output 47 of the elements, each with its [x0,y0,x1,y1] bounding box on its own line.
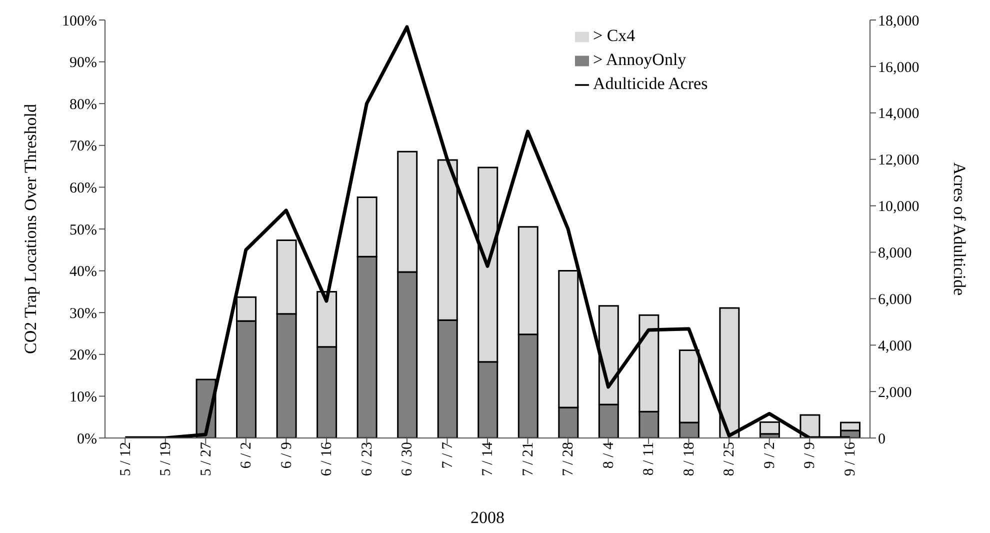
y-tick-label: 100% [62,13,97,30]
y2-tick-label: 2,000 [878,384,912,401]
y2-tick-label: 14,000 [878,106,920,122]
x-tick-label: 5 / 27 [198,442,214,476]
x-tick-label: 9 / 9 [802,442,818,469]
y-tick-label: 20% [70,348,97,364]
legend-label: > AnnoyOnly [593,50,686,69]
legend-label: Adulticide Acres [593,74,708,93]
x-tick-label: 7 / 14 [480,442,496,476]
y2-tick-label: 10,000 [878,199,920,216]
x-tick-label: 7 / 21 [520,442,536,476]
y-tick-label: 10% [70,390,97,406]
y2-tick-label: 18,000 [878,13,920,30]
x-tick-label: 6 / 23 [359,442,376,476]
x-tick-label: 8 / 18 [681,442,698,476]
y2-tick-label: 6,000 [878,292,912,308]
x-tick-label: 6 / 30 [400,442,416,476]
y-tick-label: 60% [70,180,97,197]
y-tick-label: 30% [70,306,97,322]
x-tick-label: 9 / 2 [762,442,778,469]
x-tick-label: 8 / 11 [641,442,658,476]
bar [759,421,780,435]
y2-tick-label: 16,000 [878,60,920,76]
y-tick-label: 80% [70,96,97,113]
legend-label: > Cx4 [593,26,636,45]
x-tick-label: 5 / 12 [118,442,134,476]
y-axis-title: CO2 Trap Locations Over Threshold [21,104,40,354]
y-tick-label: 50% [70,222,97,238]
x-axis-title: 2008 [470,508,504,527]
x-tick-label: 8 / 4 [600,442,617,469]
y2-axis-title: Acres of Adulticide [950,162,969,296]
x-tick-label: 6 / 2 [238,442,255,469]
x-tick-label: 5 / 19 [158,442,174,476]
x-tick-label: 8 / 25 [722,442,738,476]
y-tick-label: 40% [70,264,97,280]
y-tick-label: 0% [77,431,97,448]
x-tick-label: 6 / 16 [319,442,336,476]
x-tick-label: 6 / 9 [278,442,295,469]
x-tick-label: 7 / 7 [440,442,456,469]
y2-tick-label: 8,000 [878,246,912,262]
x-tick-label: 7 / 28 [560,442,577,476]
x-tick-label: 9 / 16 [842,442,859,476]
y2-tick-label: 0 [878,431,886,448]
y-tick-label: 70% [70,138,97,155]
y2-tick-label: 12,000 [878,152,920,169]
y-tick-label: 90% [70,55,97,72]
y2-tick-label: 4,000 [878,338,912,354]
